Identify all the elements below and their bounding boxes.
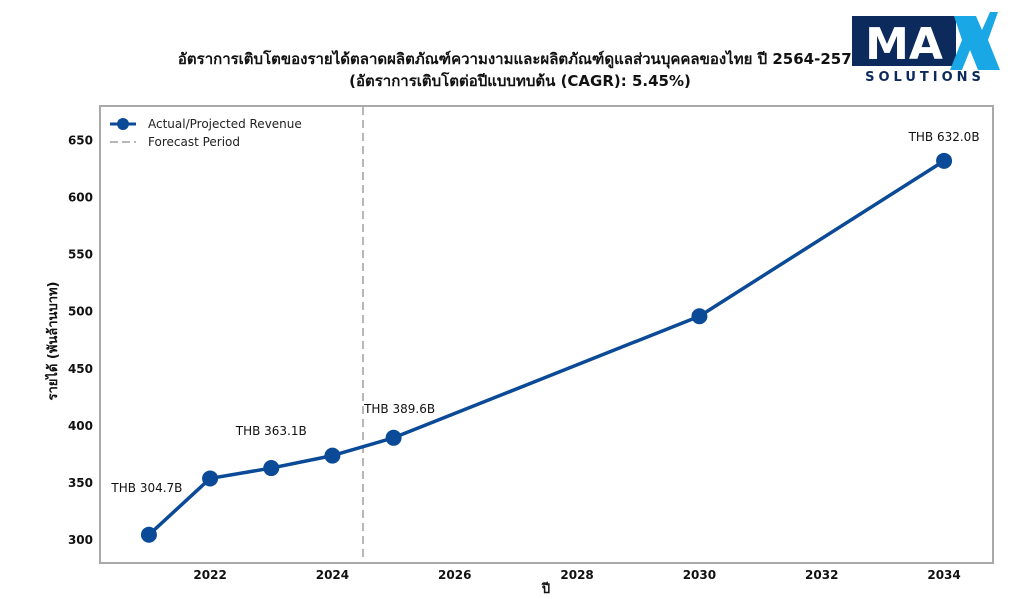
data-label: THB 632.0B [908, 130, 980, 144]
data-point [202, 470, 219, 487]
chart-subtitle: (อัตราการเติบโตต่อปีแบบทบต้น (CAGR): 5.4… [349, 71, 691, 90]
y-tick-label: 550 [68, 248, 93, 262]
plot-frame [99, 105, 994, 564]
y-tick-label: 300 [68, 533, 93, 547]
data-label: THB 389.6B [363, 402, 435, 416]
x-tick-label: 2026 [438, 568, 471, 582]
svg-text:MA: MA [865, 19, 943, 70]
legend-label-revenue: Actual/Projected Revenue [148, 117, 302, 131]
y-tick-label: 450 [68, 362, 93, 376]
logo-tagline: SOLUTIONS [865, 70, 985, 85]
legend-marker-revenue [117, 118, 129, 130]
y-tick-label: 400 [68, 419, 93, 433]
data-point [385, 429, 402, 446]
y-tick-label: 650 [68, 133, 93, 147]
chart-title: อัตราการเติบโตของรายได้ตลาดผลิตภัณฑ์ความ… [178, 49, 862, 69]
x-tick-label: 2030 [683, 568, 716, 582]
x-tick-label: 2024 [316, 568, 349, 582]
max-solutions-logo: MA SOLUTIONS [850, 12, 1000, 96]
data-point [140, 526, 157, 543]
data-label: THB 304.7B [110, 481, 182, 495]
y-tick-label: 350 [68, 476, 93, 490]
legend: Actual/Projected Revenue Forecast Period [110, 117, 302, 149]
y-tick-label: 600 [68, 190, 93, 204]
data-label: THB 363.1B [235, 424, 307, 438]
logo-mark: MA [852, 12, 1000, 70]
data-labels: THB 304.7B THB 363.1B THB 389.6B THB 632.0B [110, 130, 979, 495]
x-axis: 2022 2024 2026 2028 2030 2032 2034 [193, 568, 960, 582]
x-axis-label: ปี [541, 581, 550, 597]
revenue-series-points [140, 152, 953, 543]
x-tick-label: 2032 [805, 568, 838, 582]
x-tick-label: 2022 [193, 568, 226, 582]
y-tick-label: 500 [68, 305, 93, 319]
y-axis-label: รายได้ (พันล้านบาท) [44, 281, 61, 400]
data-point [263, 460, 280, 477]
data-point [691, 308, 708, 325]
revenue-series-line [147, 159, 946, 537]
data-point [324, 447, 341, 464]
data-point [936, 152, 953, 169]
y-axis: 300 350 400 450 500 550 600 650 [68, 133, 93, 547]
x-tick-label: 2034 [927, 568, 960, 582]
legend-label-forecast: Forecast Period [148, 135, 240, 149]
x-tick-label: 2028 [560, 568, 593, 582]
